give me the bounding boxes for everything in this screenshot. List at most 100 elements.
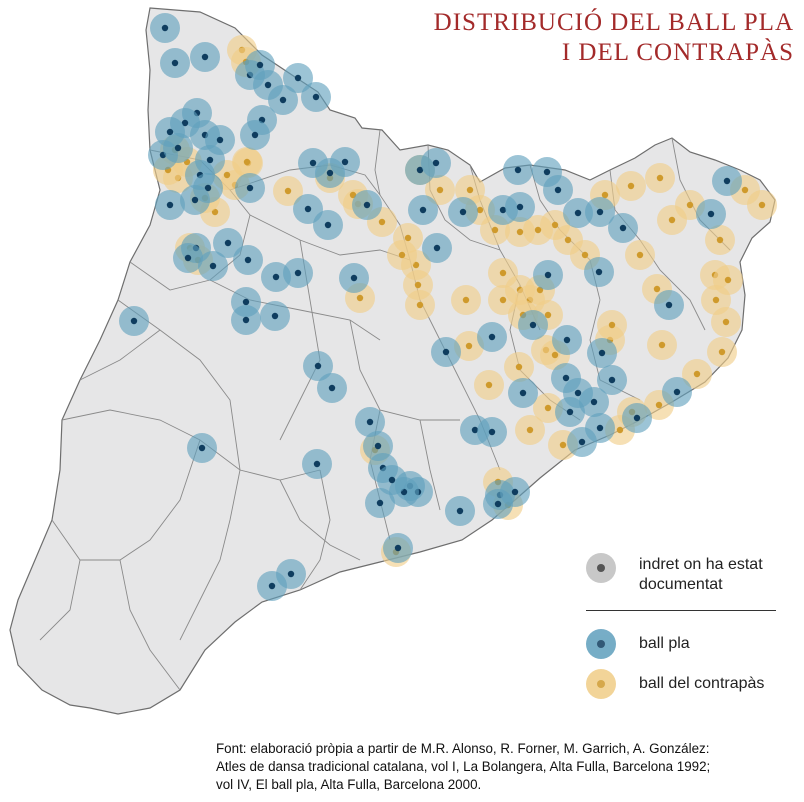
- location-marker: [231, 305, 261, 335]
- location-marker: [352, 190, 382, 220]
- location-marker: [552, 325, 582, 355]
- location-marker: [276, 559, 306, 589]
- location-marker: [597, 310, 627, 340]
- location-marker: [504, 352, 534, 382]
- source-line-3: vol IV, El ball pla, Alta Fulla, Barcelo…: [216, 777, 482, 792]
- location-marker: [567, 427, 597, 457]
- location-marker: [355, 407, 385, 437]
- location-marker: [339, 263, 369, 293]
- location-marker: [713, 265, 743, 295]
- location-marker: [150, 13, 180, 43]
- location-marker: [377, 465, 407, 495]
- ball-pla-symbol-icon: [586, 629, 616, 659]
- location-marker: [425, 175, 455, 205]
- location-marker: [543, 175, 573, 205]
- location-marker: [163, 133, 193, 163]
- location-marker: [616, 171, 646, 201]
- location-marker: [448, 197, 478, 227]
- legend-divider: [586, 610, 776, 611]
- location-marker: [303, 351, 333, 381]
- location-marker: [505, 217, 535, 247]
- legend-documented-label: indret on ha estat documentat: [639, 556, 763, 593]
- location-marker: [301, 82, 331, 112]
- location-marker: [533, 260, 563, 290]
- legend-documented: indret on ha estat documentat: [586, 550, 778, 596]
- location-marker: [662, 377, 692, 407]
- location-marker: [696, 199, 726, 229]
- location-marker: [515, 415, 545, 445]
- location-marker: [180, 185, 210, 215]
- location-marker: [654, 290, 684, 320]
- location-marker: [503, 155, 533, 185]
- location-marker: [365, 488, 395, 518]
- location-marker: [622, 403, 652, 433]
- location-marker: [579, 387, 609, 417]
- location-marker: [405, 290, 435, 320]
- location-marker: [707, 337, 737, 367]
- location-marker: [213, 228, 243, 258]
- location-marker: [477, 322, 507, 352]
- location-marker: [597, 365, 627, 395]
- location-marker: [387, 240, 417, 270]
- location-marker: [474, 370, 504, 400]
- location-marker: [508, 378, 538, 408]
- map-title: DISTRIBUCIÓ DEL BALL PLA I DEL CONTRAPÀS: [434, 8, 794, 68]
- location-marker: [608, 213, 638, 243]
- location-marker: [451, 285, 481, 315]
- location-marker: [235, 173, 265, 203]
- location-marker: [657, 205, 687, 235]
- location-marker: [563, 198, 593, 228]
- location-marker: [712, 166, 742, 196]
- location-marker: [119, 306, 149, 336]
- legend-ball-pla-label: ball pla: [639, 635, 690, 652]
- location-marker: [317, 373, 347, 403]
- location-marker: [505, 192, 535, 222]
- location-marker: [477, 417, 507, 447]
- location-marker: [330, 147, 360, 177]
- location-marker: [313, 210, 343, 240]
- location-marker: [187, 433, 217, 463]
- location-marker: [160, 48, 190, 78]
- location-marker: [645, 163, 675, 193]
- location-marker: [268, 85, 298, 115]
- location-marker: [198, 251, 228, 281]
- contrapas-symbol-icon: [586, 669, 616, 699]
- location-marker: [555, 397, 585, 427]
- legend-contrapas-label: ball del contrapàs: [639, 675, 765, 692]
- title-line-2: I DEL CONTRAPÀS: [561, 39, 794, 66]
- location-marker: [273, 176, 303, 206]
- location-marker: [233, 245, 263, 275]
- documented-symbol-icon: [586, 553, 616, 583]
- location-marker: [155, 190, 185, 220]
- location-marker: [260, 301, 290, 331]
- source-line-2: Atles de dansa tradicional catalana, vol…: [216, 759, 711, 774]
- location-marker: [647, 330, 677, 360]
- location-marker: [421, 148, 451, 178]
- location-marker: [408, 195, 438, 225]
- location-marker: [445, 496, 475, 526]
- title-line-1: DISTRIBUCIÓ DEL BALL PLA: [433, 9, 794, 36]
- source-line-1: Font: elaboració pròpia a partir de M.R.…: [216, 741, 710, 756]
- location-marker: [302, 449, 332, 479]
- location-marker: [283, 63, 313, 93]
- location-marker: [431, 337, 461, 367]
- location-marker: [625, 240, 655, 270]
- location-marker: [190, 42, 220, 72]
- location-marker: [293, 194, 323, 224]
- location-marker: [587, 338, 617, 368]
- location-marker: [705, 225, 735, 255]
- location-marker: [483, 489, 513, 519]
- location-marker: [584, 257, 614, 287]
- legend-ball-pla: ball pla: [586, 629, 778, 669]
- location-marker: [454, 331, 484, 361]
- location-marker: [682, 359, 712, 389]
- legend: indret on ha estat documentat ball pla b…: [586, 550, 778, 709]
- location-marker: [585, 197, 615, 227]
- source-note: Font: elaboració pròpia a partir de M.R.…: [216, 740, 796, 794]
- location-marker: [747, 190, 777, 220]
- location-marker: [283, 258, 313, 288]
- location-marker: [383, 533, 413, 563]
- location-marker: [173, 243, 203, 273]
- location-marker: [518, 310, 548, 340]
